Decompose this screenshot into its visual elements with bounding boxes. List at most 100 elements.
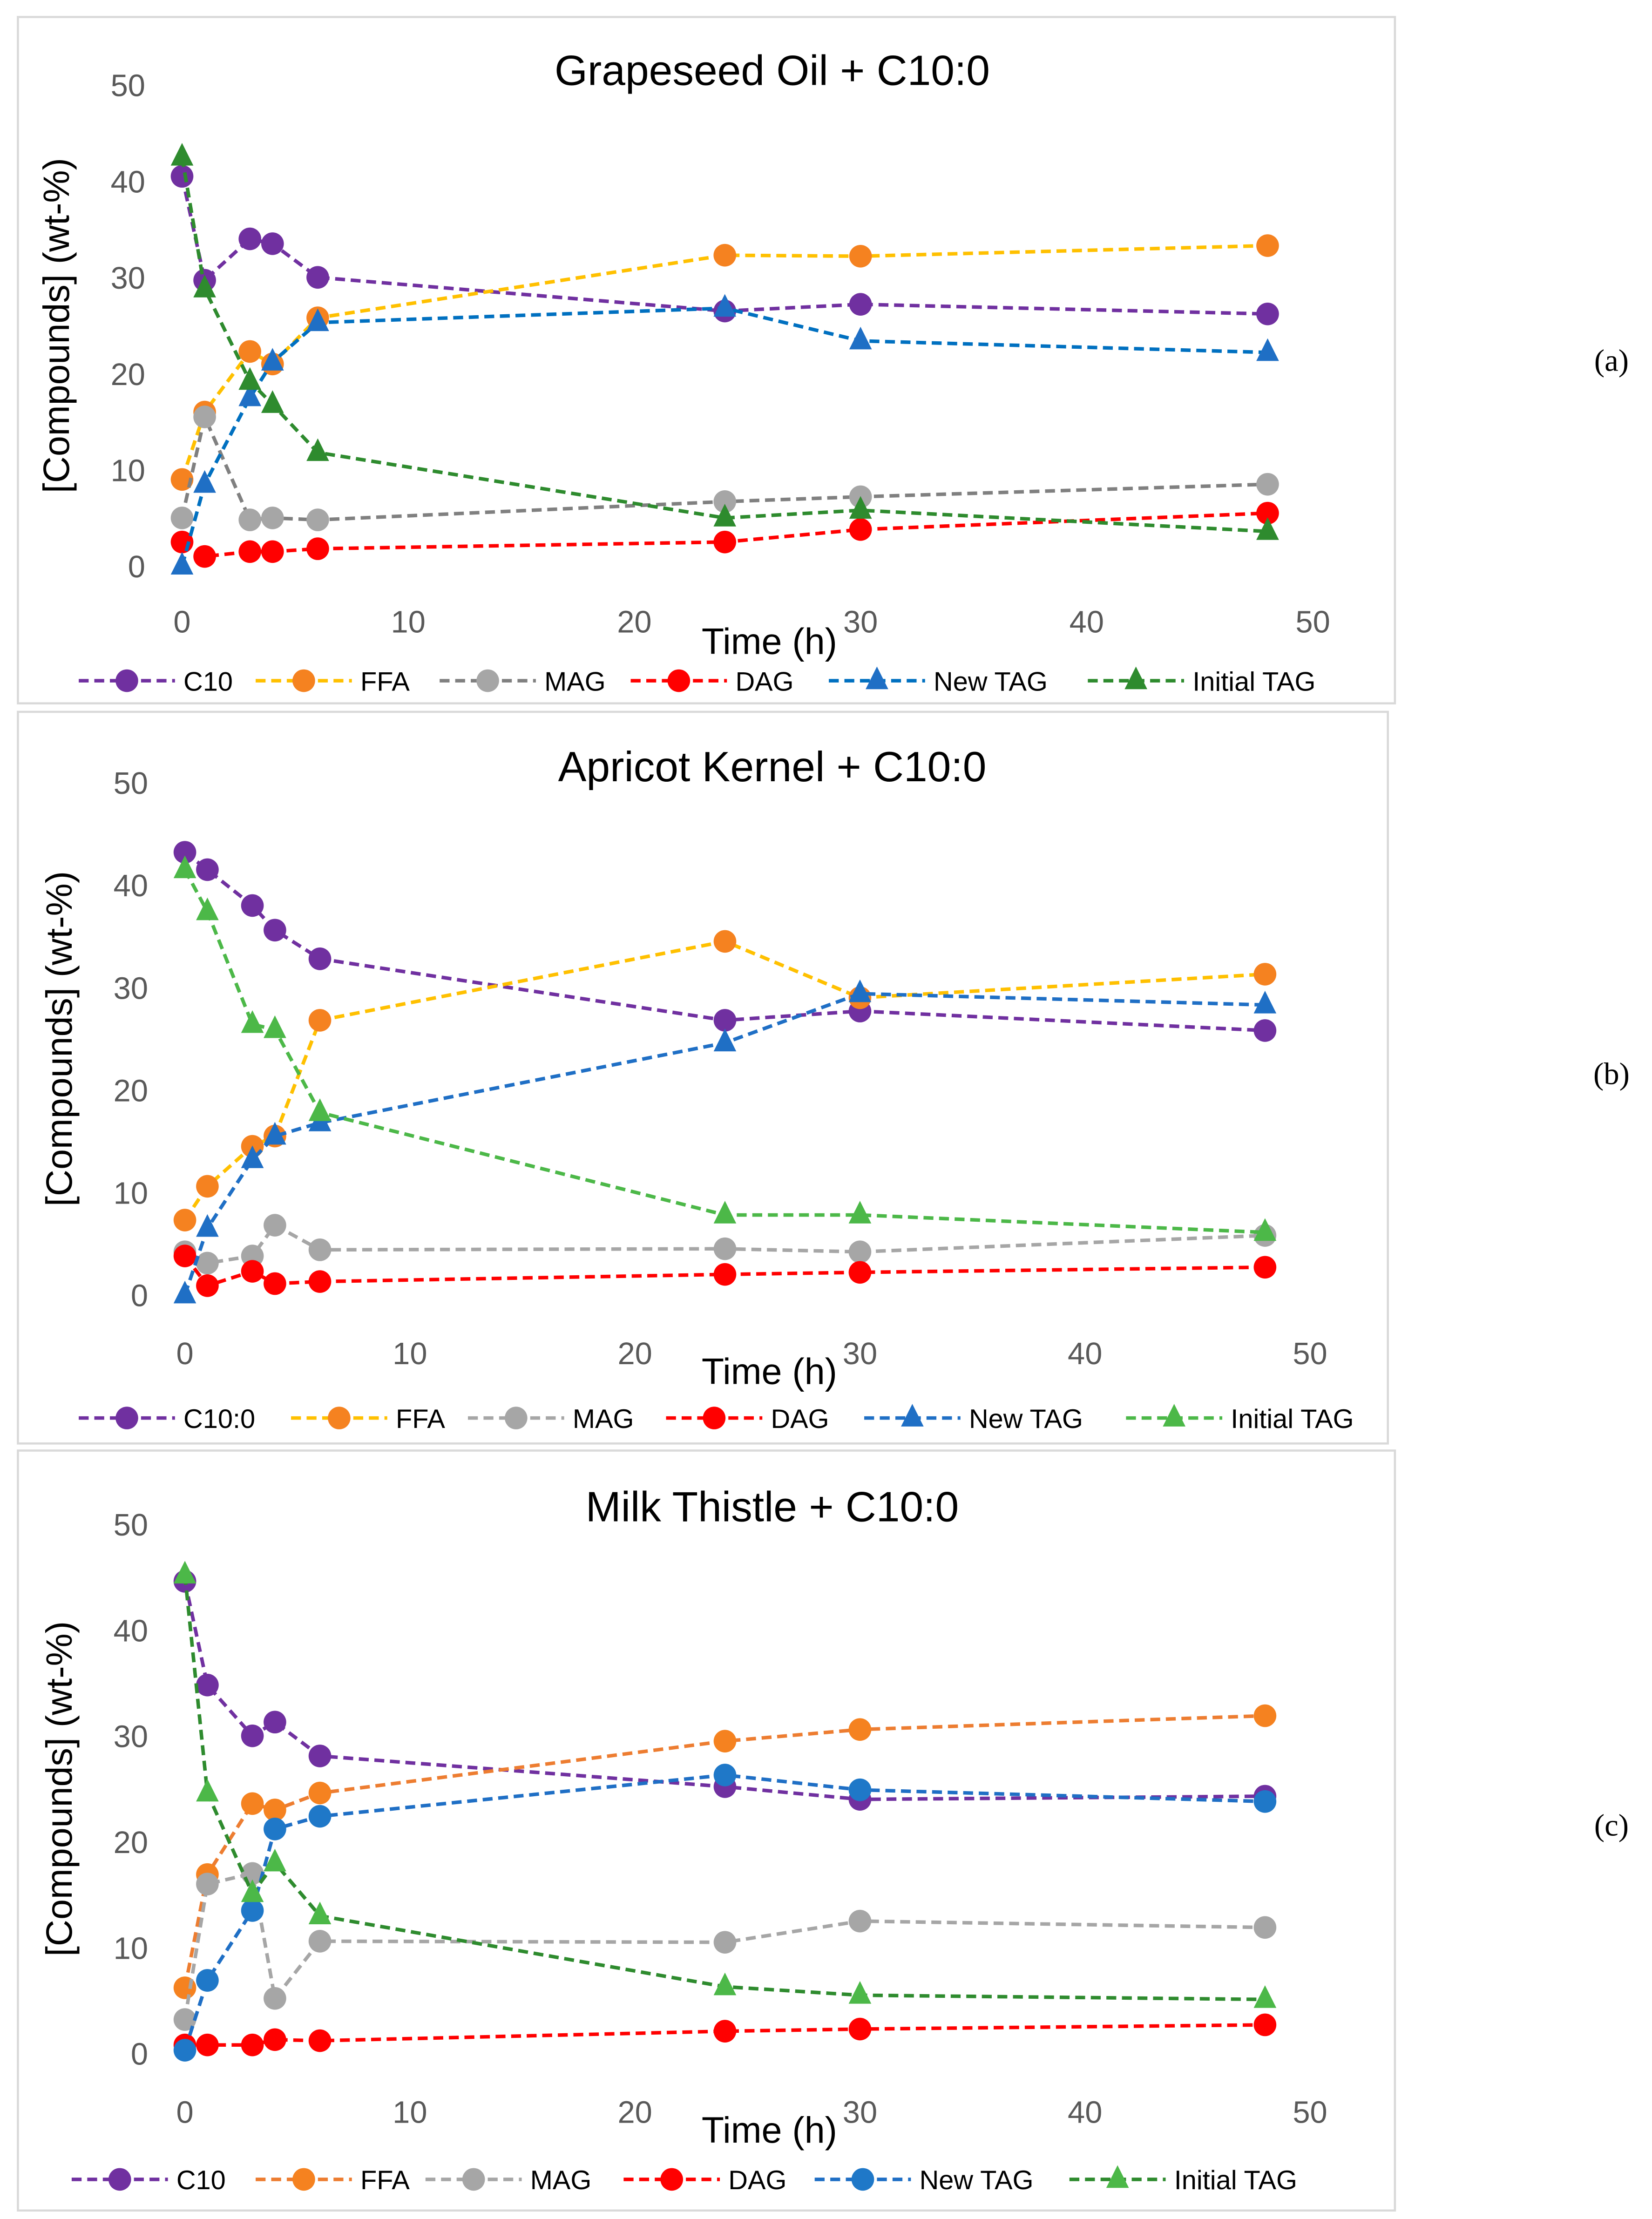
data-point [308, 1805, 332, 1828]
data-point [173, 1209, 196, 1231]
data-point [241, 1792, 264, 1815]
data-point [306, 438, 329, 461]
data-point [241, 1260, 264, 1283]
x-tick-label: 30 [843, 605, 878, 640]
legend-label: New TAG [934, 667, 1048, 697]
legend-label: Initial TAG [1192, 667, 1315, 697]
series-dag [173, 1245, 1277, 1297]
data-point [1253, 2013, 1277, 2036]
data-point [196, 858, 219, 881]
data-point [713, 1201, 737, 1224]
data-point [173, 1561, 196, 1583]
data-point [238, 383, 262, 406]
x-tick-label: 30 [843, 2095, 877, 2130]
legend-marker [292, 669, 315, 692]
legend-marker [108, 2168, 131, 2191]
data-point [264, 1122, 286, 1145]
data-point [713, 490, 737, 513]
data-point [849, 326, 872, 350]
data-point [713, 1009, 737, 1032]
legend-label: MAG [544, 667, 606, 697]
legend-marker [476, 669, 499, 692]
legend-item: DAG [623, 2165, 786, 2195]
series-line [183, 1773, 1265, 2051]
legend-item: New TAG [829, 666, 1048, 697]
data-point [713, 530, 737, 554]
x-tick-label: 50 [1293, 2095, 1327, 2130]
series-mag [173, 1862, 1277, 2031]
data-point [306, 537, 329, 560]
legend-item: DAG [630, 667, 794, 697]
y-tick-label: 50 [114, 766, 148, 801]
chart-title: Apricot Kernel + C10:0 [558, 743, 987, 791]
data-point [196, 1969, 219, 1992]
data-point [713, 930, 737, 953]
series-line [183, 1575, 1265, 2002]
legend-label: C10 [183, 667, 233, 697]
chart-frame [17, 1449, 1396, 2212]
data-point [241, 1879, 264, 1902]
series-initial-tag [173, 1561, 1277, 2008]
chart-panel-a: Grapeseed Oil + C10:0 0 10 20 30 40 50 0 10 20 30 4… [17, 16, 1629, 704]
data-point [848, 1240, 872, 1264]
legend-marker [1106, 2165, 1129, 2188]
data-point [238, 340, 262, 363]
data-point [170, 507, 194, 529]
data-point [713, 1237, 737, 1260]
chart-frame [17, 16, 1396, 704]
data-point [306, 308, 329, 331]
data-point [849, 244, 872, 268]
legend-item: FFA [256, 667, 410, 697]
series-line [185, 2023, 1265, 2047]
legend-label: DAG [728, 2165, 786, 2195]
legend-marker [115, 669, 138, 692]
data-point [713, 2020, 737, 2043]
x-axis-label: Time (h) [702, 2109, 837, 2151]
legend-item: FFA [256, 2165, 410, 2195]
data-point [308, 1238, 332, 1261]
x-tick-label: 20 [617, 1336, 652, 1371]
legend-marker [328, 1407, 351, 1429]
x-tick-label: 20 [617, 605, 651, 640]
legend-label: C10 [176, 2165, 226, 2195]
data-point [238, 540, 262, 563]
x-tick-label: 0 [173, 605, 190, 640]
data-point [238, 508, 262, 531]
data-point [1253, 1985, 1277, 2008]
data-point [173, 1245, 196, 1267]
series-new-tag [170, 294, 1279, 575]
data-point [241, 1724, 264, 1747]
y-tick-label: 10 [111, 453, 145, 488]
data-point [308, 1901, 332, 1925]
data-point [713, 1730, 737, 1752]
data-point [848, 1778, 872, 1801]
data-point [193, 545, 216, 568]
series-mag [170, 406, 1279, 531]
series-line [180, 306, 1268, 567]
series-c10-0 [173, 841, 1277, 1042]
legend-item: FFA [291, 1404, 445, 1434]
data-point [193, 275, 216, 298]
data-point [1253, 1019, 1277, 1042]
legend-marker [1124, 666, 1147, 690]
data-point [849, 518, 872, 541]
data-point [264, 1711, 286, 1734]
data-point [170, 142, 194, 166]
data-point [264, 2028, 286, 2051]
data-point [196, 1175, 219, 1198]
legend-label: MAG [530, 2165, 592, 2195]
data-point [173, 1280, 196, 1304]
data-point [713, 1263, 737, 1286]
legend-item: C10 [79, 667, 233, 697]
data-point [196, 897, 219, 920]
data-point [264, 919, 286, 942]
legend-item: C10:0 [79, 1404, 255, 1434]
legend-label: Initial TAG [1174, 2165, 1297, 2195]
data-point [713, 1972, 737, 1996]
y-tick-label: 10 [114, 1931, 148, 1966]
legend-marker [115, 1407, 138, 1429]
chart-panel-c: Milk Thistle + C10:0 0 10 20 30 40 50 0 10 20 30 40… [17, 1449, 1629, 2212]
data-point [848, 1909, 872, 1933]
data-point [1256, 473, 1279, 496]
data-point [848, 1261, 872, 1284]
